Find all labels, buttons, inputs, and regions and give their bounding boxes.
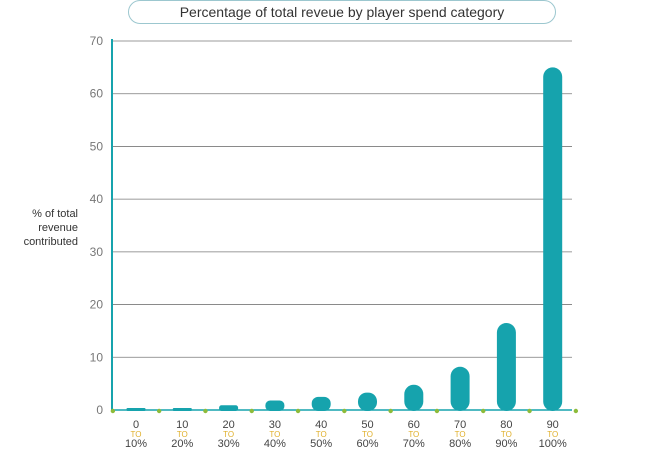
bar <box>265 400 285 411</box>
x-tick-label-to: 70% <box>403 438 425 450</box>
bar <box>311 396 331 411</box>
axis-marker <box>388 408 393 414</box>
x-tick-label-to: 40% <box>264 438 286 450</box>
y-axis-label-line: % of total <box>32 208 78 220</box>
axis-marker <box>481 408 486 414</box>
chart-title: Percentage of total reveue by player spe… <box>128 0 556 24</box>
x-tick-label-to: 60% <box>356 438 378 450</box>
x-tick-label-from: 20 <box>222 419 234 431</box>
x-tick-label-to: 10% <box>125 438 147 450</box>
x-tick-label-to: 20% <box>171 438 193 450</box>
axis-marker <box>203 408 208 414</box>
axis-marker <box>110 408 116 414</box>
y-axis-label-line: revenue <box>38 222 78 234</box>
x-tick-label-from: 80 <box>500 419 512 431</box>
y-tick-label: 60 <box>90 87 104 101</box>
bar <box>126 408 146 411</box>
y-tick-label: 10 <box>90 350 104 364</box>
y-tick-label: 30 <box>90 245 104 259</box>
bar <box>219 405 239 411</box>
y-tick-label: 0 <box>96 403 103 417</box>
x-tick-label-from: 60 <box>408 419 420 431</box>
axis-marker <box>342 408 347 414</box>
bar <box>450 366 470 411</box>
x-tick-label-from: 90 <box>547 419 559 431</box>
x-tick-label-to-word: TO <box>269 430 280 439</box>
x-tick-label-to: 30% <box>218 438 240 450</box>
x-tick-label-from: 40 <box>315 419 327 431</box>
x-tick-label-from: 30 <box>269 419 281 431</box>
x-tick-label-to-word: TO <box>223 430 234 439</box>
x-tick-label-to: 80% <box>449 438 471 450</box>
axis-marker <box>156 408 162 414</box>
x-tick-label-to-word: TO <box>131 430 142 439</box>
y-axis-label: % of total revenue contributed <box>4 207 78 249</box>
x-tick-label-to-word: TO <box>316 430 327 439</box>
bar <box>358 392 377 411</box>
bar <box>404 384 424 411</box>
axis-marker <box>527 408 532 414</box>
axis-marker <box>249 408 254 414</box>
y-tick-label: 40 <box>90 192 104 206</box>
x-tick-label-to-word: TO <box>177 430 188 439</box>
x-tick-label-to: 100% <box>539 438 567 450</box>
bar <box>496 323 516 411</box>
axis-marker <box>434 408 440 414</box>
y-tick-label: 70 <box>90 34 104 48</box>
x-tick-label-from: 10 <box>176 419 188 431</box>
x-tick-label-to-word: TO <box>362 430 373 439</box>
x-tick-label-to-word: TO <box>455 430 466 439</box>
x-tick-label-from: 0 <box>133 419 139 431</box>
y-tick-label: 50 <box>90 139 104 153</box>
x-tick-label-from: 70 <box>454 419 466 431</box>
bar <box>543 67 563 411</box>
x-tick-label-to-word: TO <box>408 430 419 439</box>
axis-marker <box>295 408 301 414</box>
x-tick-label-to: 50% <box>310 438 332 450</box>
x-tick-label-to: 90% <box>495 438 517 450</box>
x-tick-label-to-word: TO <box>547 430 558 439</box>
y-tick-label: 20 <box>90 298 104 312</box>
x-tick-label-to-word: TO <box>501 430 512 439</box>
bar <box>172 408 192 411</box>
y-axis-label-line: contributed <box>23 236 78 248</box>
x-tick-label-from: 50 <box>361 419 373 431</box>
axis-marker <box>573 408 579 414</box>
